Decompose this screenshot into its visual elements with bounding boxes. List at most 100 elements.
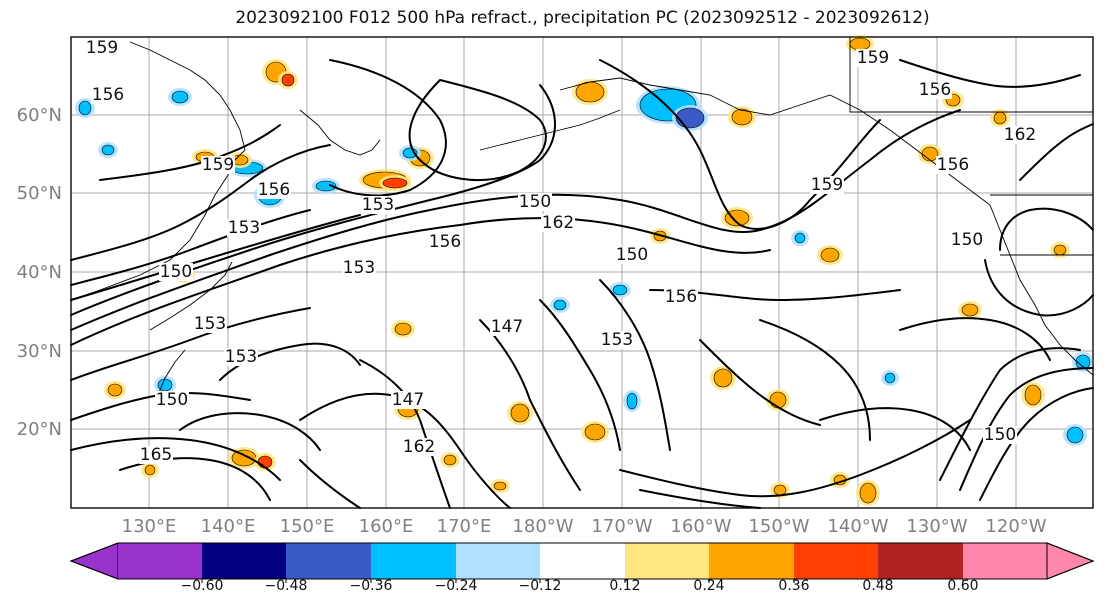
refractivity-contour xyxy=(639,489,761,509)
lon-label: 120°W xyxy=(985,516,1046,537)
precip-patch xyxy=(78,100,92,116)
contour-label: 153 xyxy=(228,218,260,238)
colorbar-segment xyxy=(625,543,709,579)
latitude-labels: 60°N 50°N 40°N 30°N 20°N xyxy=(17,105,62,440)
longitude-labels: 130°E 140°E 150°E 160°E 170°E 180°W 170°W 160°W… xyxy=(122,516,1047,537)
contour-label: 156 xyxy=(937,155,969,175)
contour-label: 156 xyxy=(92,85,124,105)
lon-label: 170°W xyxy=(591,516,652,537)
colorbar-segment xyxy=(963,543,1047,579)
precip-patch xyxy=(493,481,507,491)
lat-label: 30°N xyxy=(17,341,62,362)
colorbar-segment xyxy=(202,543,286,579)
contour-label: 153 xyxy=(343,258,375,278)
precip-patch xyxy=(731,108,753,126)
colorbar-segment xyxy=(878,543,963,579)
colorbar-tick-label: −0.60 xyxy=(181,578,224,594)
precip-patch xyxy=(1066,426,1084,444)
contour-label: 159 xyxy=(811,175,843,195)
precip-patch xyxy=(961,303,979,317)
colorbar-segment xyxy=(709,543,794,579)
refractivity-contour xyxy=(599,59,881,230)
colorbar-segment xyxy=(540,543,625,579)
contour-label: 162 xyxy=(542,213,574,233)
lon-label: 130°E xyxy=(122,516,177,537)
precip-patch xyxy=(993,111,1007,125)
lon-label: 130°W xyxy=(906,516,967,537)
contour-label: 156 xyxy=(258,180,290,200)
refractivity-contour xyxy=(70,209,311,286)
lat-label: 50°N xyxy=(17,183,62,204)
lon-label: 150°E xyxy=(280,516,335,537)
colorbar-segment xyxy=(118,543,202,579)
contour-label: 153 xyxy=(601,330,633,350)
lat-label: 40°N xyxy=(17,262,62,283)
colorbar-segment xyxy=(794,543,878,579)
contour-label: 147 xyxy=(491,317,523,337)
precip-patch xyxy=(626,392,638,410)
refractivity-contour xyxy=(70,307,311,381)
contour-label: 165 xyxy=(140,445,172,465)
coastline xyxy=(149,261,233,331)
coastline xyxy=(989,204,1094,376)
precip-patch xyxy=(281,73,295,87)
colorbar-tick-label: −0.12 xyxy=(519,578,562,594)
refractivity-contour xyxy=(179,412,321,451)
precip-patch xyxy=(769,391,787,409)
precip-patch xyxy=(315,180,337,192)
contour-label: 150 xyxy=(984,425,1016,445)
lon-label: 160°E xyxy=(359,516,414,537)
precip-patch xyxy=(820,247,840,263)
refractivity-contour xyxy=(759,319,871,441)
colorbar-tick-label: 0.48 xyxy=(862,578,893,594)
contour-label: 159 xyxy=(86,38,118,58)
lat-label: 20°N xyxy=(17,419,62,440)
contour-label: 150 xyxy=(156,390,188,410)
precip-patch xyxy=(510,403,530,423)
refractivity-contour xyxy=(1019,123,1094,181)
refractivity-contour xyxy=(479,319,581,491)
contour-label: 156 xyxy=(665,287,697,307)
lon-label: 140°W xyxy=(827,516,888,537)
colorbar-extend-high xyxy=(1046,542,1095,580)
precip-patch xyxy=(382,177,408,189)
refractivity-contour xyxy=(979,387,1094,501)
refractivity-contour xyxy=(70,217,771,346)
colorbar-labels: −0.60 −0.48 −0.36 −0.24 −0.12 0.12 0.24 0.36 0.4… xyxy=(181,578,979,594)
coastline xyxy=(299,109,381,156)
contour-label: 159 xyxy=(857,48,889,68)
contour-label: 147 xyxy=(392,390,424,410)
precip-patch xyxy=(675,107,705,129)
lon-label: 140°E xyxy=(201,516,256,537)
precip-patch xyxy=(553,299,567,311)
refractivity-contour xyxy=(959,367,1094,491)
precip-patch xyxy=(859,482,877,504)
lon-label: 180°W xyxy=(512,516,573,537)
refractivity-contour xyxy=(70,214,361,301)
precip-patch xyxy=(612,284,628,296)
refractivity-contour xyxy=(819,407,971,451)
refractivity-contour xyxy=(999,207,1094,251)
refractivity-contour xyxy=(359,359,451,509)
contour-label: 159 xyxy=(202,155,234,175)
precip-patch xyxy=(101,144,115,156)
coastline xyxy=(479,109,621,151)
refractivity-contour xyxy=(939,347,1081,481)
contour-label: 156 xyxy=(919,80,951,100)
lon-label: 170°E xyxy=(437,516,492,537)
colorbar-segment xyxy=(286,543,371,579)
colorbar-segment xyxy=(371,543,456,579)
contour-label: 150 xyxy=(951,230,983,250)
contour-label: 162 xyxy=(1004,125,1036,145)
colorbar-tick-label: −0.36 xyxy=(350,578,393,594)
refractivity-contour xyxy=(599,279,671,451)
contour-label: 150 xyxy=(160,262,192,282)
precip-patch xyxy=(144,464,156,476)
precip-patch xyxy=(584,423,606,441)
refractivity-contour xyxy=(539,299,621,451)
contour-label: 150 xyxy=(519,192,551,212)
contour-label: 153 xyxy=(194,314,226,334)
